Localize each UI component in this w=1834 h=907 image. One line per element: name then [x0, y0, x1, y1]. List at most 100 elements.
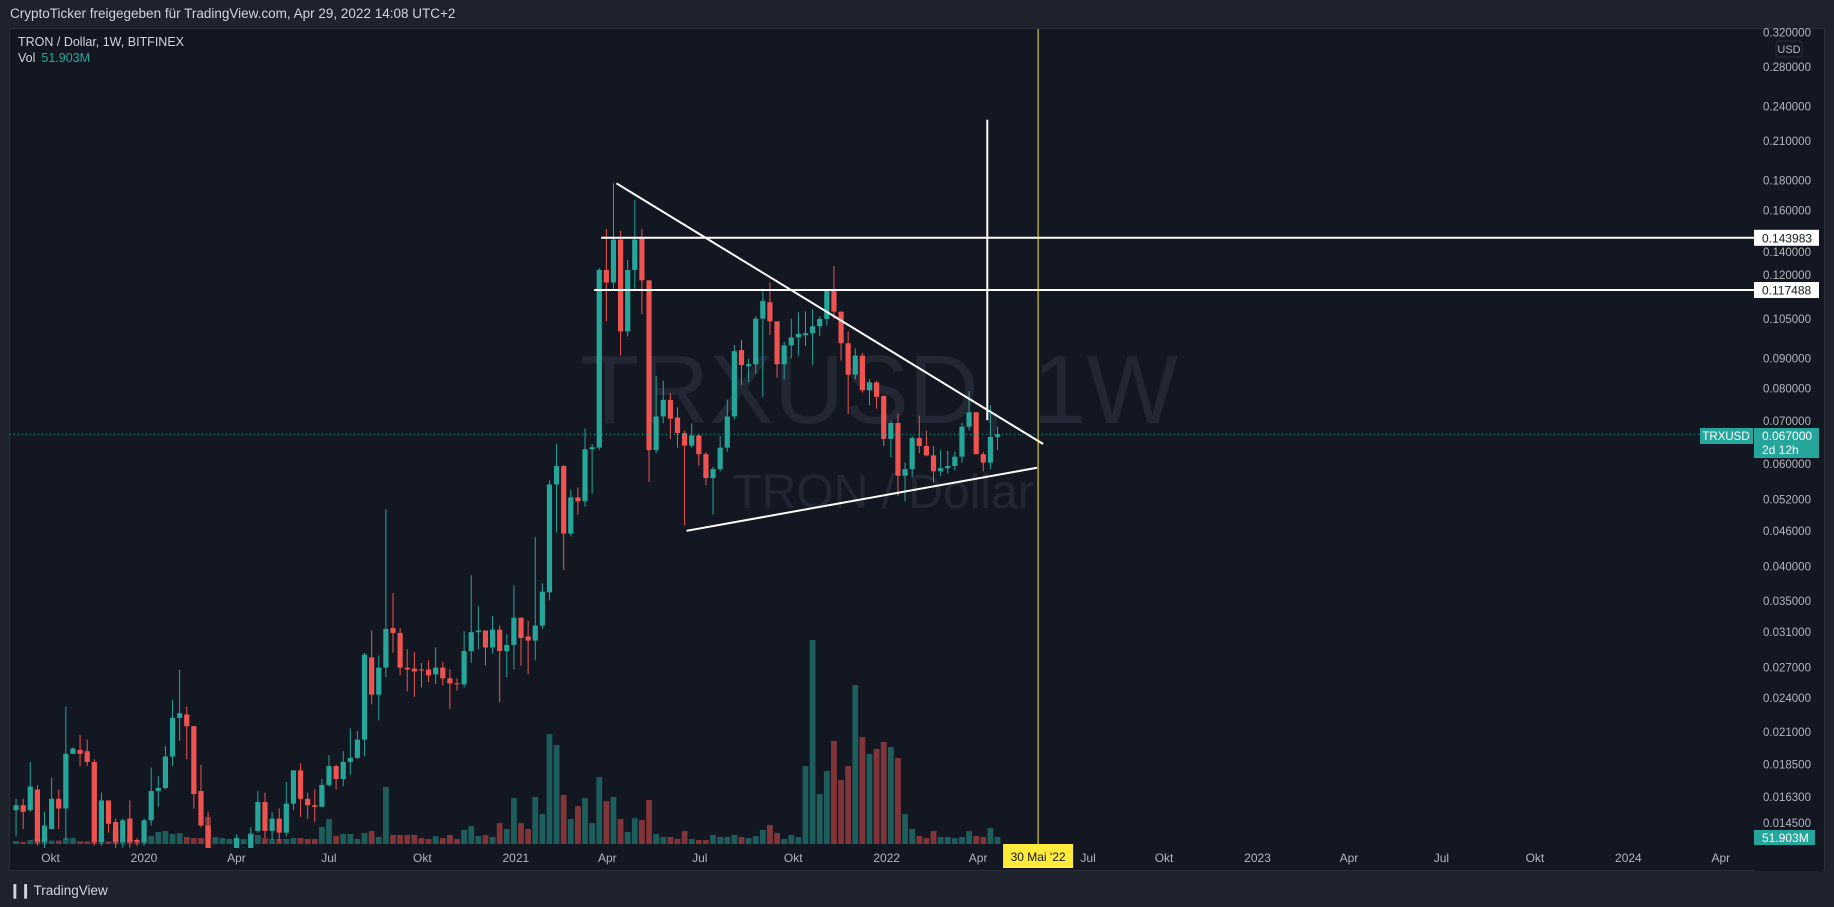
volume-bar [589, 823, 596, 844]
chart-panel[interactable] [9, 28, 1825, 871]
tradingview-logo[interactable]: ❙❙ TradingView [9, 882, 108, 899]
candle-body [454, 683, 460, 685]
candle-body [959, 426, 965, 457]
footer: ❙❙ TradingView [0, 872, 1834, 907]
candle-body [895, 423, 901, 476]
candle-body [987, 436, 994, 463]
candle-series [13, 183, 1001, 848]
candle-body [269, 818, 275, 831]
candle-body [233, 838, 240, 848]
volume-bar [70, 837, 76, 844]
candle-body [802, 333, 809, 336]
volume-bar [475, 836, 482, 844]
time-tick-label: Okt [413, 851, 432, 865]
candle-body [255, 802, 261, 831]
volume-bar [973, 836, 980, 844]
candle-body [795, 333, 801, 338]
candle-body [902, 469, 908, 476]
candle-body [27, 786, 33, 811]
candle-body [617, 239, 624, 332]
currency-label: USD [1777, 44, 1800, 56]
time-tick-label: Okt [41, 851, 60, 865]
volume-legend-label: Vol [18, 51, 36, 65]
volume-bar [624, 831, 631, 844]
volume-bar [20, 841, 27, 844]
candle-body [312, 805, 318, 807]
candle-body [134, 839, 140, 842]
candle-body [888, 423, 894, 439]
share-text: CryptoTicker freigegeben für TradingView… [10, 6, 456, 21]
volume-bar [304, 839, 311, 844]
volume-bar [482, 834, 489, 844]
candle-body [418, 669, 425, 671]
currency-badge[interactable] [1775, 40, 1803, 58]
candle-body [248, 834, 254, 848]
candle-body [945, 466, 951, 469]
last-price-box [1754, 428, 1819, 458]
volume-bar [269, 839, 275, 844]
candle-body [49, 798, 55, 830]
volume-bar [262, 838, 268, 844]
trendline[interactable] [615, 182, 1044, 445]
volume-bar [219, 838, 226, 844]
candle-body [198, 791, 204, 826]
candle-body [994, 434, 1001, 437]
volume-bar [567, 819, 574, 844]
volume-bar [539, 814, 546, 844]
volume-bar [354, 839, 361, 844]
volume-bar [290, 838, 297, 844]
last-volume-box [1754, 830, 1815, 845]
time-tick-label: 2022 [873, 851, 900, 865]
volume-bar [176, 833, 183, 844]
volume-bar [397, 834, 404, 844]
volume-bar [639, 819, 645, 844]
volume-bar [155, 831, 162, 844]
ray-price-box [1754, 229, 1819, 246]
volume-bar [390, 834, 396, 844]
time-tick-label: Jul [1434, 851, 1449, 865]
candle-body [810, 326, 816, 334]
volume-bar [326, 819, 332, 844]
candle-body [425, 669, 432, 676]
volume-legend[interactable]: Vol 51.903M [18, 50, 184, 66]
candle-body [169, 717, 176, 757]
trendline[interactable] [686, 466, 1038, 532]
candle-body [703, 454, 709, 479]
candle-body [689, 435, 695, 446]
bar-countdown: 2d 12h [1762, 443, 1799, 457]
candle-body [753, 318, 759, 365]
volume-bar [496, 823, 503, 844]
candle-body [475, 630, 481, 633]
candle-body [966, 412, 972, 427]
candle-body [660, 399, 666, 417]
time-tick-label: Apr [969, 851, 988, 865]
time-axis-ticks: Okt 2020 Apr Jul Okt 2021 Apr Jul Okt 2022 Apr Jul O… [41, 851, 1730, 865]
candle-body [70, 748, 76, 754]
volume-bar [77, 841, 83, 844]
price-tick-label: 0.280000 [1763, 62, 1811, 74]
candle-body [404, 667, 410, 670]
candle-body [874, 382, 880, 397]
ray-price-box [1754, 282, 1819, 299]
candle-body [91, 761, 97, 842]
candle-body [518, 617, 524, 639]
chart-legend[interactable]: TRON / Dollar, 1W, BITFINEX Vol 51.903M [18, 34, 184, 66]
drawings-layer[interactable] [594, 119, 1755, 532]
last-price-tag: TRXUSD 0.067000 2d 12h [1700, 428, 1819, 458]
volume-bar [617, 819, 624, 844]
candle-body [973, 412, 979, 455]
volume-bar [674, 839, 681, 844]
symbol-title[interactable]: TRON / Dollar, 1W, BITFINEX [18, 35, 184, 49]
candle-body [354, 739, 361, 758]
volume-bar [887, 746, 894, 844]
candle-body [774, 321, 780, 365]
candle-body [262, 802, 268, 831]
volume-legend-value: 51.903M [41, 51, 91, 65]
volume-bar [297, 838, 304, 844]
candle-body [361, 654, 368, 740]
volume-bar [695, 839, 702, 844]
candle-body [859, 355, 865, 391]
volume-bar [688, 839, 695, 844]
price-tick-label: 0.080000 [1763, 384, 1811, 396]
